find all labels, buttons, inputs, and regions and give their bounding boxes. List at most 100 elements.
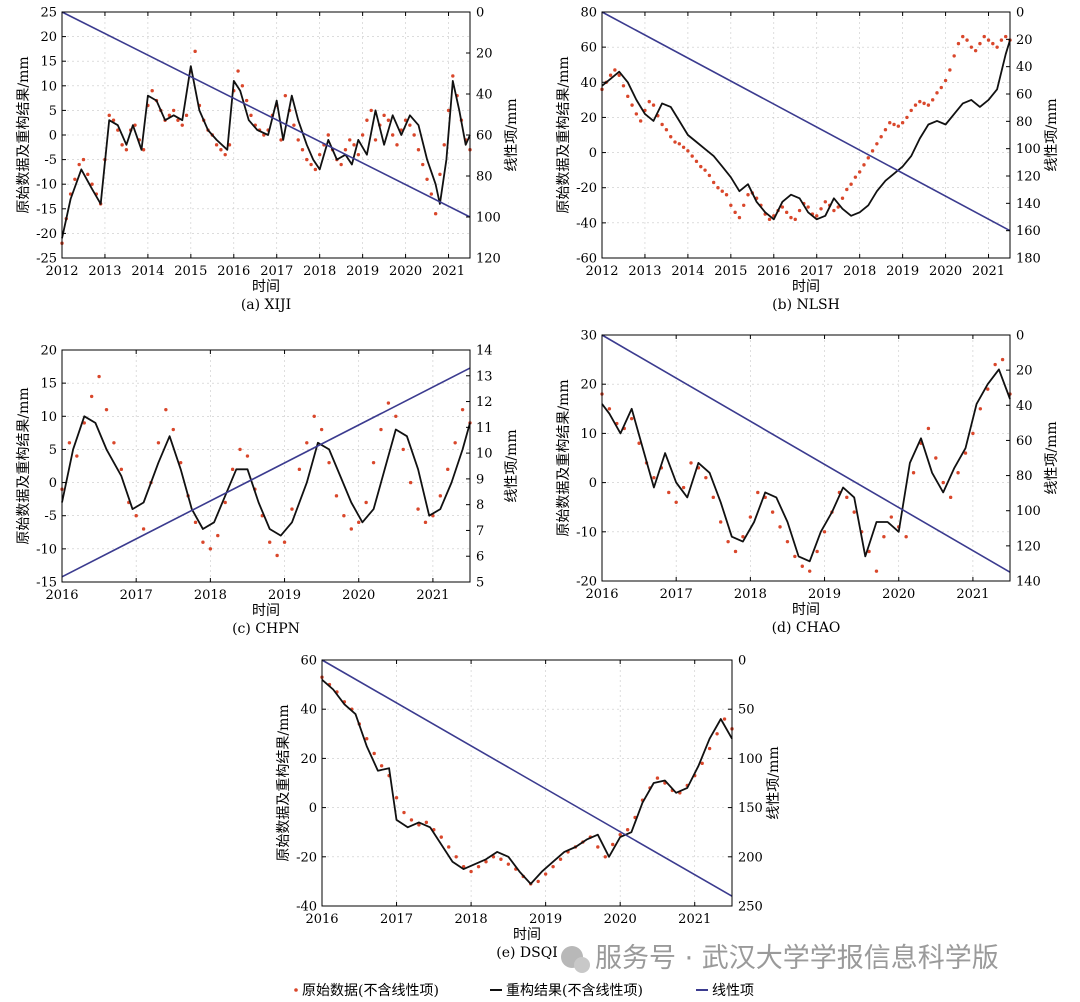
- raw-data-point: [793, 554, 797, 559]
- raw-data-point: [652, 475, 656, 480]
- y-tick-label: 40: [580, 76, 597, 91]
- raw-data-point: [748, 515, 753, 519]
- y2-tick-label: 10: [476, 447, 493, 462]
- raw-data-point: [81, 157, 86, 162]
- raw-data-point: [978, 41, 982, 46]
- raw-data-point: [784, 210, 789, 215]
- x-tick-label: 2017: [660, 587, 693, 602]
- raw-data-point: [379, 764, 384, 768]
- y-tick-label: -20: [36, 227, 57, 242]
- raw-data-point: [240, 84, 245, 88]
- raw-data-point: [327, 460, 331, 465]
- raw-data-point: [249, 113, 253, 118]
- raw-data-point: [326, 133, 330, 137]
- x-tick-label: 2016: [585, 587, 618, 602]
- x-tick-label: 2018: [843, 264, 876, 279]
- linear-term-line: [601, 334, 1011, 573]
- raw-data-point: [150, 89, 154, 93]
- y2-tick-label: 80: [1016, 115, 1033, 130]
- raw-data-point: [849, 182, 853, 186]
- y2-tick-label: 60: [1016, 88, 1033, 103]
- raw-data-point: [767, 217, 772, 222]
- raw-data-point: [862, 163, 866, 167]
- chart-caption: (d) CHAO: [772, 620, 841, 636]
- y-tick-label: 0: [589, 476, 597, 491]
- y2-axis-label: 线性项/mm: [1044, 421, 1060, 494]
- raw-data-point: [408, 480, 413, 485]
- y-tick-label: -40: [296, 900, 317, 915]
- y-tick-label: -15: [36, 202, 57, 217]
- raw-data-point: [694, 159, 699, 164]
- x-tick-label: 2018: [194, 588, 227, 603]
- raw-data-point: [866, 156, 870, 160]
- x-axis-label: 时间: [252, 603, 280, 619]
- x-tick-label: 2020: [604, 912, 637, 927]
- raw-data-point: [596, 845, 600, 849]
- y-tick-label: -60: [576, 252, 597, 267]
- x-tick-label: 2019: [346, 264, 379, 279]
- reconstruction-line: [601, 39, 1011, 221]
- raw-data-point: [97, 374, 101, 379]
- raw-data-point: [892, 122, 896, 127]
- y-tick-label: 0: [309, 801, 317, 816]
- raw-data-point: [446, 108, 451, 113]
- y2-tick-label: 0: [1016, 6, 1024, 21]
- wechat-icon-bubble: [574, 957, 590, 973]
- raw-data-point: [112, 441, 116, 445]
- raw-data-point: [401, 447, 405, 452]
- y2-tick-label: 60: [476, 129, 493, 144]
- y2-tick-label: 0: [1016, 329, 1024, 344]
- y2-tick-label: 180: [1016, 252, 1041, 267]
- raw-data-point: [178, 460, 183, 465]
- raw-data-point: [369, 108, 373, 113]
- x-tick-label: 2020: [882, 587, 915, 602]
- raw-data-point: [300, 148, 305, 152]
- raw-data-point: [282, 540, 287, 544]
- x-tick-label: 2020: [929, 264, 962, 279]
- raw-data-point: [664, 128, 669, 132]
- raw-data-point: [124, 148, 129, 152]
- raw-data-point: [956, 41, 961, 46]
- plot-frame: [321, 659, 733, 907]
- y2-axis-label: 线性项/mm: [504, 429, 520, 502]
- y2-tick-label: 200: [738, 850, 763, 865]
- raw-data-point: [840, 196, 845, 200]
- raw-data-point: [193, 49, 197, 54]
- y2-tick-label: 100: [1016, 142, 1041, 157]
- raw-data-point: [447, 845, 451, 849]
- raw-data-point: [711, 180, 716, 185]
- raw-data-point: [454, 855, 458, 859]
- y-tick-label: 20: [40, 30, 57, 45]
- raw-data-point: [119, 467, 124, 472]
- y2-tick-label: 250: [738, 900, 763, 915]
- raw-data-point: [746, 193, 750, 197]
- y-tick-label: -10: [36, 178, 57, 193]
- raw-data-point: [986, 38, 991, 42]
- raw-data-point: [888, 121, 892, 125]
- raw-data-point: [978, 407, 983, 411]
- y2-tick-label: 12: [476, 395, 493, 410]
- raw-data-point: [238, 447, 242, 452]
- raw-data-point: [617, 73, 621, 77]
- raw-data-point: [275, 553, 279, 558]
- raw-data-point: [815, 549, 819, 554]
- raw-data-point: [317, 152, 322, 157]
- raw-data-point: [356, 152, 361, 157]
- y-tick-label: 10: [40, 79, 57, 94]
- raw-data-point: [823, 200, 828, 204]
- raw-data-point: [536, 879, 540, 884]
- raw-data-point: [214, 143, 219, 147]
- raw-data-point: [433, 212, 438, 216]
- raw-data-point: [852, 510, 856, 514]
- y2-tick-label: 120: [476, 252, 501, 267]
- raw-data-point: [918, 99, 922, 104]
- reconstruction-line: [61, 65, 471, 239]
- raw-data-point: [360, 133, 365, 137]
- raw-data-point: [409, 818, 414, 822]
- raw-data-point: [120, 143, 124, 147]
- y2-tick-label: 20: [1016, 364, 1033, 379]
- raw-data-point: [742, 203, 746, 207]
- raw-data-point: [386, 401, 391, 405]
- y2-tick-label: 120: [1016, 170, 1041, 185]
- x-tick-label: 2013: [88, 264, 121, 279]
